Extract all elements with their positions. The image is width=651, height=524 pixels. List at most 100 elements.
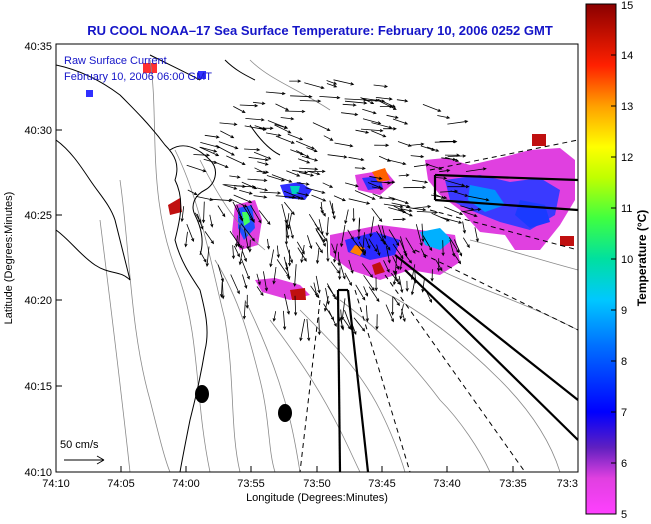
current-vector <box>400 208 413 213</box>
current-vector <box>319 206 326 217</box>
current-vector <box>286 170 301 177</box>
current-vector <box>326 80 338 85</box>
current-vector <box>354 166 366 170</box>
x-tick-label: 74:05 <box>107 478 135 490</box>
current-vector <box>233 106 246 114</box>
current-vector <box>344 100 368 105</box>
current-vector <box>274 123 288 129</box>
current-vector <box>229 175 241 179</box>
current-vector <box>444 156 460 162</box>
current-vector <box>285 109 306 114</box>
current-vector <box>392 270 399 283</box>
current-vector <box>363 286 369 297</box>
current-vector <box>338 267 342 281</box>
current-vector <box>386 159 407 166</box>
current-vector <box>256 286 264 297</box>
current-vector <box>265 132 282 137</box>
current-vector <box>205 246 210 268</box>
current-vector <box>240 258 250 280</box>
current-vector <box>293 295 298 317</box>
current-vector <box>392 271 398 286</box>
current-vector <box>306 147 318 153</box>
current-vector <box>234 235 239 248</box>
current-vector <box>333 243 338 263</box>
current-vector <box>239 104 259 108</box>
current-vector <box>386 114 399 119</box>
current-vector <box>441 240 445 257</box>
current-vector <box>347 229 354 241</box>
current-vector <box>200 142 221 149</box>
current-vector <box>437 115 451 119</box>
current-vector <box>382 238 391 251</box>
current-vector <box>325 287 330 306</box>
current-vector <box>323 296 329 312</box>
current-vector <box>282 310 287 331</box>
x-tick-label: 73:3 <box>557 478 578 490</box>
current-vector <box>412 179 429 184</box>
current-vector <box>313 282 318 297</box>
current-vector <box>342 103 357 107</box>
current-vector <box>362 118 382 125</box>
figure-title: RU COOL NOAA–17 Sea Surface Temperature:… <box>87 23 553 38</box>
current-vector <box>352 239 366 256</box>
current-vector <box>340 224 346 248</box>
current-vector <box>287 212 293 230</box>
current-vector <box>434 140 458 144</box>
scale-label: 50 cm/s <box>60 439 99 451</box>
current-vector <box>283 201 295 216</box>
current-vector <box>430 269 434 282</box>
current-vector <box>344 209 349 225</box>
colorbar-tick-label: 5 <box>621 509 627 519</box>
current-vector <box>284 223 289 246</box>
current-vector <box>199 146 220 157</box>
current-vector <box>258 210 271 226</box>
current-vector <box>444 206 464 215</box>
current-vector <box>384 180 396 184</box>
current-vector <box>193 153 211 157</box>
current-vector <box>213 161 229 168</box>
plot-area <box>56 44 578 472</box>
current-vector <box>369 216 375 238</box>
current-vector <box>275 135 295 144</box>
current-vector <box>355 129 370 134</box>
current-vector <box>344 272 352 286</box>
current-vector <box>381 225 387 240</box>
current-vector <box>218 141 239 150</box>
current-vector <box>222 184 238 190</box>
current-vector <box>242 301 246 320</box>
current-vector <box>248 239 252 253</box>
current-vector <box>323 303 335 321</box>
current-vector <box>365 99 386 103</box>
legend-line-1: Raw Surface Current <box>64 55 167 67</box>
current-vector <box>180 206 185 223</box>
current-vector <box>373 84 389 88</box>
current-vector <box>244 125 267 131</box>
current-vector <box>298 172 315 177</box>
current-vector <box>296 150 310 158</box>
current-vector <box>266 238 271 250</box>
current-vector <box>319 95 341 100</box>
current-vector <box>362 108 377 115</box>
current-vector <box>233 194 253 203</box>
y-tick-label: 40:10 <box>24 467 52 479</box>
current-vector <box>375 314 379 331</box>
current-vector <box>247 178 268 182</box>
current-vector <box>307 169 326 174</box>
current-vector <box>284 293 290 315</box>
colorbar-tick-label: 8 <box>621 356 627 368</box>
x-tick-label: 73:50 <box>303 478 331 490</box>
current-vector <box>403 185 427 190</box>
scale-arrow <box>64 455 105 465</box>
current-vector <box>383 127 397 131</box>
current-vector <box>209 214 214 228</box>
current-vector <box>372 193 384 199</box>
current-vector <box>312 122 331 131</box>
current-vector <box>416 210 439 214</box>
current-vector <box>368 286 380 303</box>
current-vector <box>252 101 266 105</box>
current-vector <box>226 155 246 165</box>
current-vector <box>369 175 383 180</box>
current-vector <box>353 317 366 332</box>
current-vector <box>242 205 254 222</box>
transect-lines <box>299 139 578 472</box>
